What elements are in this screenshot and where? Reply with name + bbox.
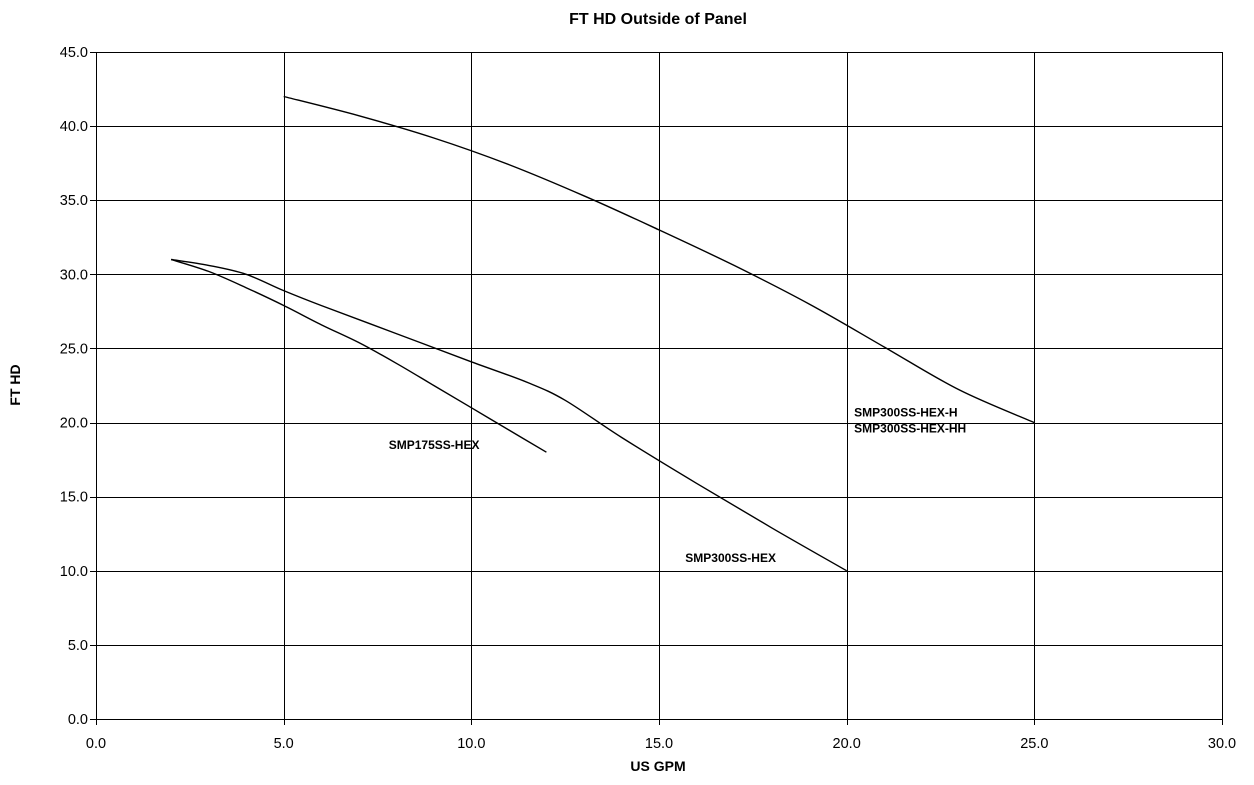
y-tick-label: 0.0 [68, 712, 88, 728]
y-tick-label: 20.0 [60, 416, 88, 432]
x-tick-label: 0.0 [86, 736, 106, 752]
series-label-smp300ss-hex-h-line-2: SMP300SS-HEX-HH [854, 422, 966, 436]
x-tick-label: 30.0 [1208, 736, 1236, 752]
series-label-smp300ss-hex-h: SMP300SS-HEX-H [854, 406, 957, 420]
y-tick-label: 45.0 [60, 45, 88, 61]
x-tick-label: 20.0 [833, 736, 861, 752]
series-lines [170, 95, 1035, 572]
axes [90, 52, 1223, 725]
x-axis-label: US GPM [630, 758, 685, 774]
series-label-smp300ss-hex: SMP300SS-HEX [685, 551, 776, 565]
series-labels: SMP175SS-HEX SMP300SS-HEX SMP300SS-HEX-H SM… [389, 406, 966, 565]
tick-labels: 0.0 5.0 10.0 15.0 20.0 25.0 30.0 35.0 40.0 45.0 0.… [60, 45, 1236, 752]
y-tick-label: 25.0 [60, 341, 88, 357]
series-line-smp300ss-hex [170, 258, 848, 572]
grid [96, 52, 1223, 719]
y-tick-label: 30.0 [60, 267, 88, 283]
y-tick-label: 35.0 [60, 193, 88, 209]
x-tick-label: 25.0 [1020, 736, 1048, 752]
y-tick-label: 15.0 [60, 490, 88, 506]
x-tick-label: 5.0 [274, 736, 294, 752]
x-tick-label: 15.0 [645, 736, 673, 752]
y-axis-label: FT HD [7, 364, 23, 405]
y-tick-label: 10.0 [60, 564, 88, 580]
series-line-smp300ss-hex-h [283, 95, 1035, 424]
series-label-smp175ss-hex: SMP175SS-HEX [389, 438, 480, 452]
series-line-smp175ss-hex [170, 258, 547, 453]
x-tick-label: 10.0 [457, 736, 485, 752]
chart-title: FT HD Outside of Panel [569, 11, 747, 28]
y-tick-label: 5.0 [68, 638, 88, 654]
y-tick-label: 40.0 [60, 119, 88, 135]
